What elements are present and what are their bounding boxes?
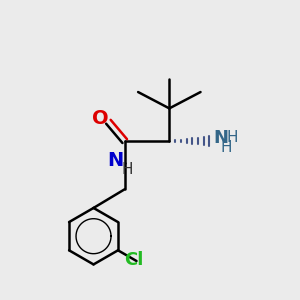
Text: H: H [226, 130, 238, 145]
Text: N: N [108, 152, 124, 170]
Text: Cl: Cl [124, 250, 143, 268]
Text: O: O [92, 109, 109, 128]
Text: H: H [122, 162, 133, 177]
Text: N: N [213, 128, 228, 146]
Text: H: H [220, 140, 232, 155]
